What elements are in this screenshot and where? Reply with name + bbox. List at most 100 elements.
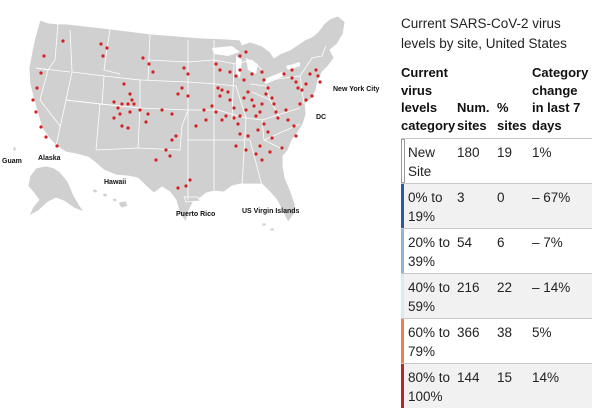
site-marker[interactable] [224, 114, 227, 117]
site-marker[interactable] [216, 86, 219, 89]
site-marker[interactable] [202, 108, 205, 111]
site-marker[interactable] [304, 98, 307, 101]
site-marker[interactable] [141, 56, 144, 59]
site-marker[interactable] [39, 71, 42, 74]
site-marker[interactable] [244, 148, 247, 151]
site-marker[interactable] [232, 106, 235, 109]
site-marker[interactable] [298, 102, 301, 105]
site-marker[interactable] [252, 104, 255, 107]
site-marker[interactable] [31, 98, 34, 101]
site-marker[interactable] [262, 122, 265, 125]
site-marker[interactable] [144, 120, 147, 123]
site-marker[interactable] [268, 150, 271, 153]
site-marker[interactable] [170, 112, 173, 115]
site-marker[interactable] [258, 110, 261, 113]
site-marker[interactable] [99, 42, 102, 45]
site-marker[interactable] [112, 100, 115, 103]
site-marker[interactable] [264, 92, 267, 95]
site-marker[interactable] [180, 86, 183, 89]
site-marker[interactable] [130, 98, 133, 101]
site-marker[interactable] [128, 92, 131, 95]
site-marker[interactable] [146, 112, 149, 115]
site-marker[interactable] [122, 82, 125, 85]
site-marker[interactable] [314, 68, 317, 71]
site-marker[interactable] [182, 66, 185, 69]
site-marker[interactable] [242, 78, 245, 81]
site-marker[interactable] [308, 72, 311, 75]
site-marker[interactable] [174, 134, 177, 137]
site-marker[interactable] [116, 106, 119, 109]
site-marker[interactable] [258, 144, 261, 147]
site-marker[interactable] [256, 128, 259, 131]
site-marker[interactable] [280, 146, 283, 149]
site-marker[interactable] [296, 86, 299, 89]
site-marker[interactable] [290, 68, 293, 71]
site-marker[interactable] [294, 134, 297, 137]
site-marker[interactable] [168, 154, 171, 157]
site-marker[interactable] [284, 108, 287, 111]
site-marker[interactable] [186, 72, 189, 75]
site-marker[interactable] [274, 110, 277, 113]
site-marker[interactable] [214, 110, 217, 113]
site-marker[interactable] [310, 94, 313, 97]
site-marker[interactable] [186, 94, 189, 97]
site-marker[interactable] [42, 54, 45, 57]
site-marker[interactable] [210, 104, 213, 107]
site-marker[interactable] [300, 88, 303, 91]
site-marker[interactable] [154, 158, 157, 161]
site-marker[interactable] [316, 74, 319, 77]
site-marker[interactable] [220, 118, 223, 121]
site-marker[interactable] [184, 184, 187, 187]
site-marker[interactable] [242, 96, 245, 99]
site-marker[interactable] [236, 122, 239, 125]
site-marker[interactable] [294, 80, 297, 83]
site-marker[interactable] [126, 126, 129, 129]
site-marker[interactable] [39, 125, 42, 128]
site-marker[interactable] [260, 102, 263, 105]
site-marker[interactable] [238, 68, 241, 71]
site-marker[interactable] [105, 46, 108, 49]
site-marker[interactable] [218, 68, 221, 71]
site-marker[interactable] [272, 102, 275, 105]
site-marker[interactable] [147, 62, 150, 65]
site-marker[interactable] [214, 62, 217, 65]
site-marker[interactable] [128, 110, 131, 113]
site-marker[interactable] [160, 108, 163, 111]
site-marker[interactable] [220, 88, 223, 91]
site-marker[interactable] [228, 70, 231, 73]
site-marker[interactable] [266, 86, 269, 89]
site-marker[interactable] [218, 94, 221, 97]
site-marker[interactable] [260, 158, 263, 161]
site-marker[interactable] [234, 74, 237, 77]
site-marker[interactable] [101, 54, 104, 57]
site-marker[interactable] [120, 102, 123, 105]
site-marker[interactable] [238, 132, 241, 135]
site-marker[interactable] [246, 90, 249, 93]
site-marker[interactable] [244, 50, 247, 53]
site-marker[interactable] [286, 118, 289, 121]
site-marker[interactable] [176, 92, 179, 95]
site-marker[interactable] [246, 134, 249, 137]
site-marker[interactable] [244, 108, 247, 111]
site-marker[interactable] [120, 124, 123, 127]
site-marker[interactable] [270, 96, 273, 99]
site-marker[interactable] [34, 110, 37, 113]
site-marker[interactable] [304, 82, 307, 85]
site-marker[interactable] [250, 72, 253, 75]
site-marker[interactable] [164, 148, 167, 151]
site-marker[interactable] [226, 90, 229, 93]
site-marker[interactable] [260, 70, 263, 73]
site-marker[interactable] [151, 70, 154, 73]
site-marker[interactable] [44, 135, 47, 138]
site-marker[interactable] [232, 116, 235, 119]
site-marker[interactable] [126, 102, 129, 105]
site-marker[interactable] [254, 152, 257, 155]
site-marker[interactable] [61, 39, 64, 42]
site-marker[interactable] [238, 54, 241, 57]
site-marker[interactable] [188, 178, 191, 181]
us-site-map[interactable]: New York City DC Guam Alaska Hawaii Puer… [0, 0, 392, 406]
site-marker[interactable] [282, 72, 285, 75]
site-marker[interactable] [234, 144, 237, 147]
site-marker[interactable] [170, 138, 173, 141]
site-marker[interactable] [318, 80, 321, 83]
